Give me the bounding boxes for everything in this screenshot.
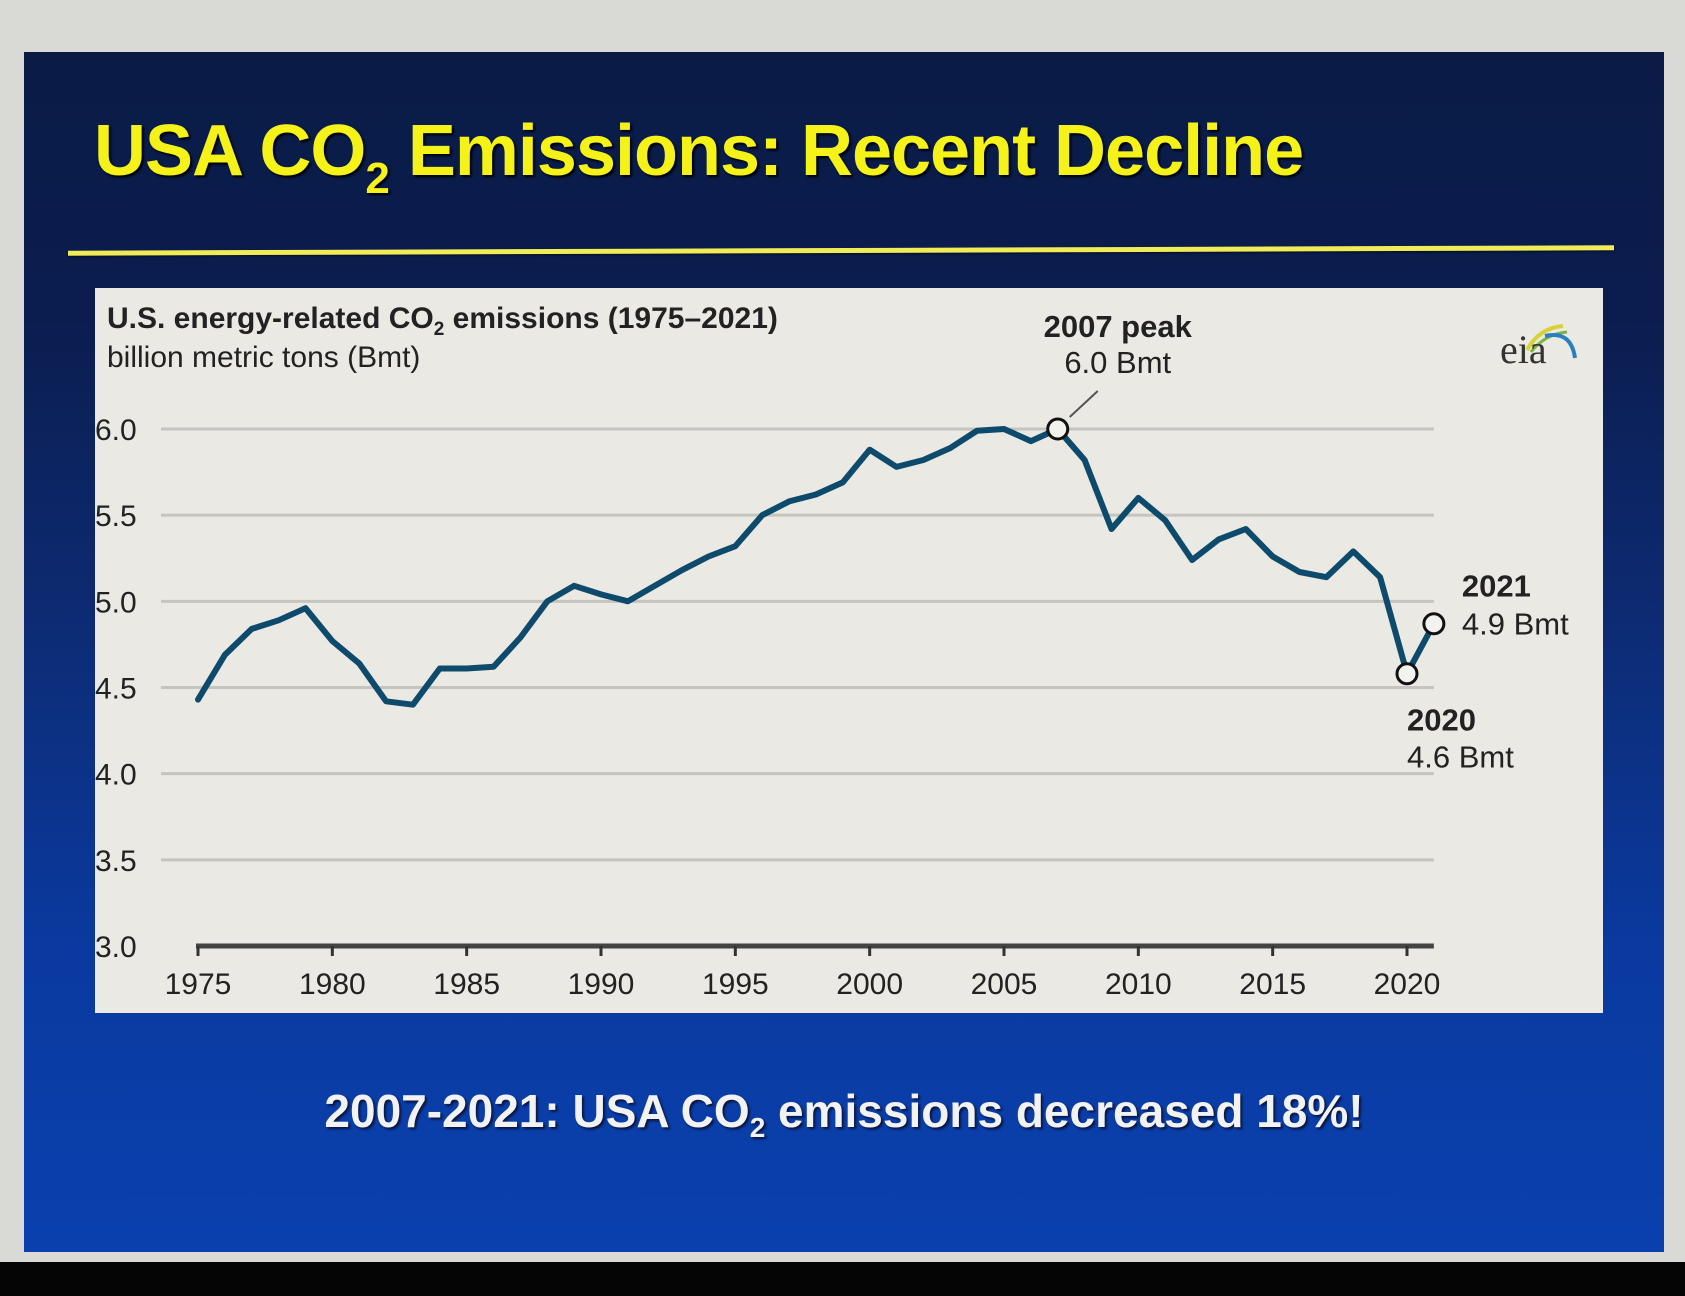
presentation-slide: USA CO2 Emissions: Recent Decline U.S. e… <box>24 52 1664 1252</box>
annotation-marker <box>1395 662 1419 686</box>
slide-title-prefix: USA CO <box>94 111 366 191</box>
chart-title-prefix: U.S. energy-related CO <box>107 302 434 335</box>
x-tick-label: 2005 <box>971 968 1038 1001</box>
annotation-value: 6.0 Bmt <box>1064 345 1171 380</box>
annotation-value: 4.9 Bmt <box>1462 607 1569 642</box>
x-tick-label: 2000 <box>836 968 903 1001</box>
x-tick-label: 1985 <box>433 968 500 1001</box>
x-tick-label: 1975 <box>165 968 232 1001</box>
annotation-leader <box>1069 390 1099 418</box>
chart-title: U.S. energy-related CO2 emissions (1975–… <box>107 302 778 341</box>
x-tick-label: 1980 <box>299 968 366 1001</box>
slide-caption: 2007-2021: USA CO2 emissions decreased 1… <box>24 1084 1664 1144</box>
caption-suffix: emissions decreased 18%! <box>765 1085 1364 1137</box>
annotation-value: 4.6 Bmt <box>1407 740 1514 775</box>
caption-subscript: 2 <box>749 1112 766 1143</box>
annotation-title: 2007 peak <box>1044 309 1193 344</box>
x-tick-label: 1990 <box>568 968 635 1001</box>
annotation-title: 2021 <box>1462 569 1531 604</box>
y-tick-label: 4.5 <box>95 673 137 706</box>
chart-panel: U.S. energy-related CO2 emissions (1975–… <box>95 288 1603 1013</box>
annotation-marker <box>1046 417 1070 441</box>
y-tick-label: 5.0 <box>95 586 137 619</box>
title-divider <box>67 245 1615 256</box>
line-chart: 3.0 3.5 4.0 4.5 5.0 5.5 6.0 1975 1980 1985 1990 199… <box>95 309 1569 1001</box>
caption-prefix: 2007-2021: USA CO <box>324 1085 750 1137</box>
x-tick-label: 2015 <box>1239 968 1306 1001</box>
slide-title: USA CO2 Emissions: Recent Decline <box>94 110 1304 204</box>
annotation-marker <box>1422 612 1446 636</box>
monitor-bezel <box>0 1262 1685 1296</box>
eia-logo-icon <box>1525 324 1577 359</box>
eia-logo-text: eia <box>1500 327 1547 372</box>
x-tick-label: 2010 <box>1105 968 1172 1001</box>
y-tick-label: 3.0 <box>95 931 137 964</box>
y-tick-label: 6.0 <box>95 414 137 447</box>
y-tick-label: 3.5 <box>95 845 137 878</box>
annotation-title: 2020 <box>1407 703 1476 738</box>
y-tick-label: 5.5 <box>95 500 137 533</box>
slide-title-subscript: 2 <box>365 154 390 203</box>
x-tick-label: 2020 <box>1374 968 1441 1001</box>
chart-title-suffix: emissions (1975–2021) <box>444 302 778 335</box>
slide-title-suffix: Emissions: Recent Decline <box>388 111 1304 191</box>
chart-title-subscript: 2 <box>433 319 445 340</box>
y-tick-label: 4.0 <box>95 759 137 792</box>
x-tick-label: 1995 <box>702 968 769 1001</box>
series-line <box>195 426 1437 708</box>
chart-subtitle: billion metric tons (Bmt) <box>107 341 421 374</box>
